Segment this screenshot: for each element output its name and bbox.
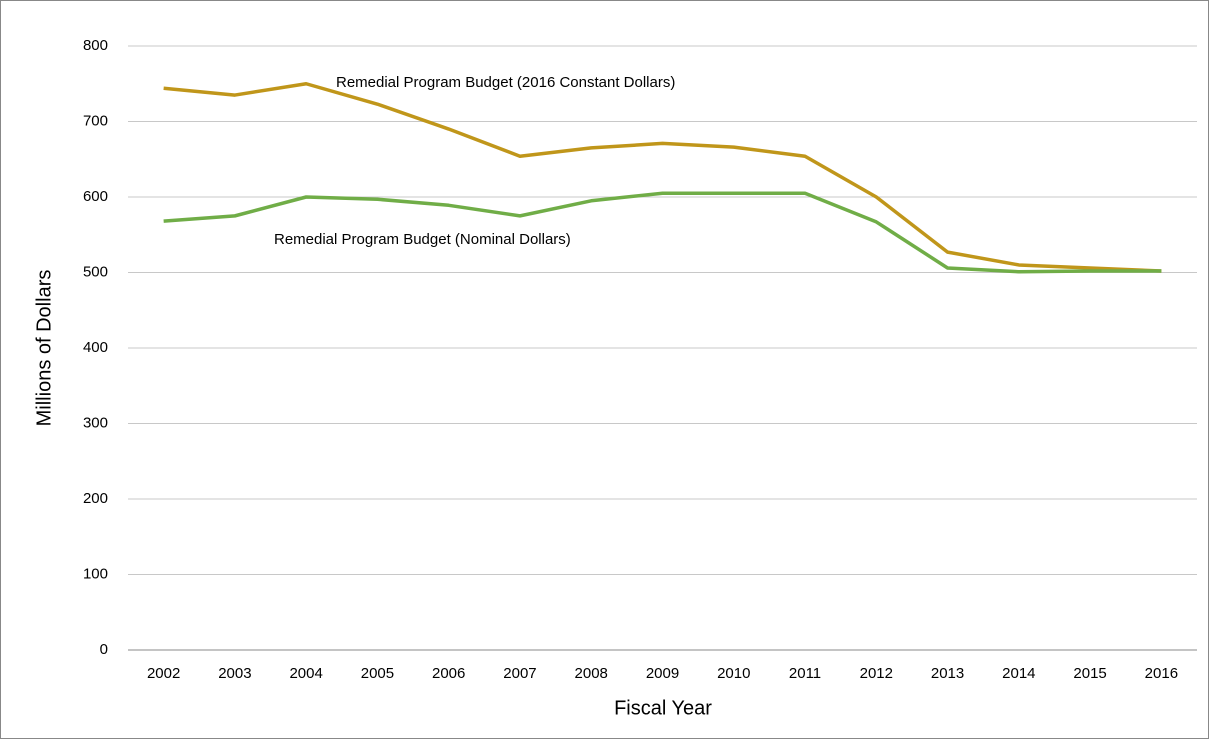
- x-tick-label: 2012: [860, 665, 893, 682]
- x-tick-label: 2013: [931, 665, 964, 682]
- series-line: [163, 191, 1162, 274]
- x-tick-label: 2006: [432, 665, 465, 682]
- y-tick-label: 600: [83, 188, 108, 205]
- x-tick-label: 2009: [646, 665, 679, 682]
- x-tick-label: 2011: [789, 665, 821, 682]
- y-tick-label: 300: [83, 414, 108, 431]
- x-tick-label: 2007: [503, 665, 536, 682]
- x-axis-title: Fiscal Year: [614, 697, 712, 719]
- x-tick-label: 2014: [1002, 665, 1035, 682]
- y-tick-label: 0: [100, 641, 108, 658]
- x-tick-label: 2003: [218, 665, 251, 682]
- y-axis-title: Millions of Dollars: [33, 270, 55, 427]
- x-tick-label: 2005: [361, 665, 394, 682]
- y-tick-label: 100: [83, 565, 108, 582]
- x-tick-label: 2015: [1073, 665, 1106, 682]
- series-line: [163, 82, 1162, 273]
- x-tick-label: 2010: [717, 665, 750, 682]
- x-tick-label: 2016: [1145, 665, 1178, 682]
- x-tick-label: 2002: [147, 665, 180, 682]
- x-tick-label: 2008: [575, 665, 608, 682]
- y-tick-label: 500: [83, 263, 108, 280]
- series-label: Remedial Program Budget (Nominal Dollars…: [274, 231, 571, 248]
- x-tick-label: 2004: [289, 665, 322, 682]
- y-tick-label: 400: [83, 339, 108, 356]
- y-tick-label: 700: [83, 112, 108, 129]
- series-label: Remedial Program Budget (2016 Constant D…: [336, 74, 675, 91]
- y-tick-label: 200: [83, 490, 108, 507]
- y-tick-label: 800: [83, 37, 108, 54]
